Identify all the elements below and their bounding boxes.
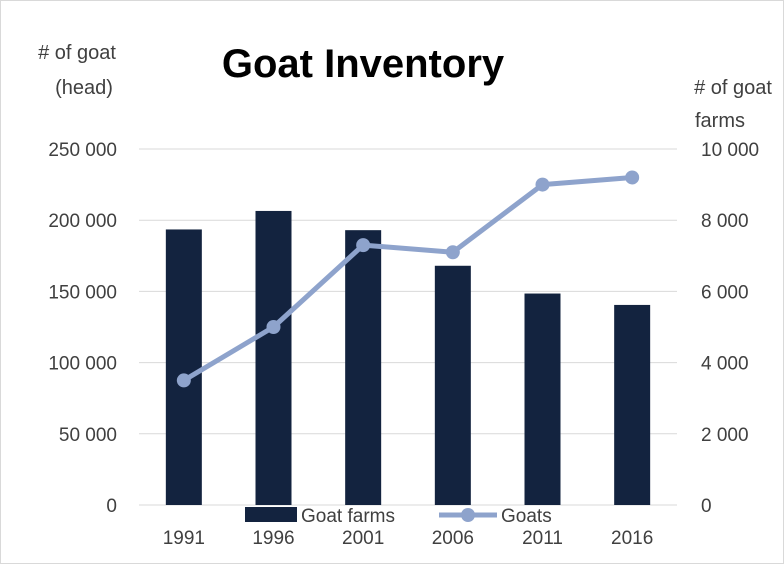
- x-tick-label: 2016: [611, 528, 653, 549]
- y-left-tick-label: 250 000: [48, 140, 117, 161]
- legend-label-goats: Goats: [501, 506, 552, 527]
- y-right-tick-label: 10 000: [701, 140, 759, 161]
- legend-marker-goats: [461, 508, 475, 522]
- line-series: [176, 170, 640, 388]
- bar-goat-farms: [345, 230, 382, 505]
- bar-goat-farms: [434, 265, 471, 505]
- y-left-tick-label: 200 000: [48, 211, 117, 232]
- bar-goat-farms: [524, 293, 561, 505]
- y-left-axis-title-line-2: (head): [55, 77, 113, 99]
- point-goats: [445, 245, 460, 260]
- gridlines: [139, 148, 677, 506]
- legend: Goat farms Goats: [245, 506, 552, 527]
- chart-title: Goat Inventory: [222, 42, 505, 86]
- point-goats: [266, 320, 281, 334]
- y-right-tick-label: 0: [701, 496, 712, 517]
- point-goats: [356, 238, 371, 253]
- bar-goat-farms: [614, 304, 651, 505]
- x-tick-label: 2011: [522, 528, 563, 549]
- y-left-axis-title-line-1: # of goat: [38, 42, 116, 64]
- point-goats: [625, 170, 640, 185]
- y-right-tick-label: 2 000: [701, 425, 749, 446]
- bar-series: [165, 210, 651, 505]
- bar-goat-farms: [165, 229, 202, 505]
- y-right-tick-label: 6 000: [701, 282, 749, 303]
- point-goats: [535, 177, 550, 192]
- line-goats: [182, 174, 633, 383]
- point-goats: [176, 373, 191, 388]
- y-left-tick-label: 50 000: [59, 425, 117, 446]
- y-left-tick-label: 150 000: [48, 282, 117, 303]
- y-right-axis-title-line-2: farms: [695, 110, 745, 132]
- x-tick-label: 2001: [342, 528, 384, 549]
- legend-swatch-goat-farms: [245, 507, 297, 522]
- legend-label-goat-farms: Goat farms: [301, 506, 395, 527]
- y-right-tick-label: 8 000: [701, 211, 749, 232]
- tick-labels: 250 000 10 000 200 000 8 000 150 000 6 000 100…: [48, 140, 759, 549]
- y-right-axis-title-line-1: # of goat: [694, 77, 772, 99]
- y-right-tick-label: 4 000: [701, 354, 749, 375]
- x-tick-label: 2006: [432, 528, 474, 549]
- x-tick-label: 1991: [163, 528, 205, 549]
- y-left-tick-label: 100 000: [48, 354, 117, 375]
- bar-goat-farms: [255, 210, 292, 505]
- x-tick-label: 1996: [252, 528, 294, 549]
- y-left-tick-label: 0: [106, 496, 117, 517]
